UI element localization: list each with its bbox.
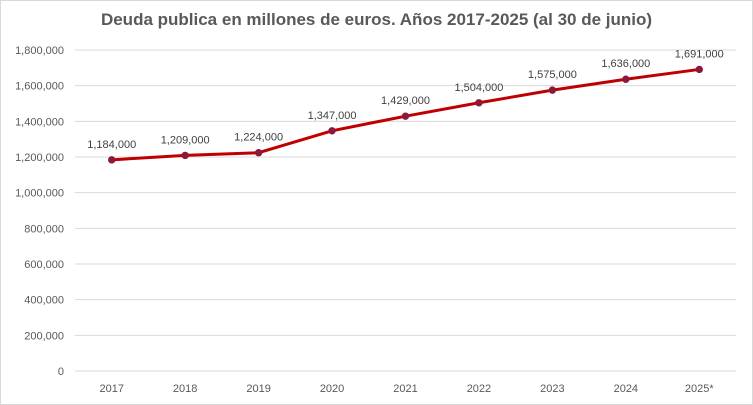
data-label: 1,636,000 [601, 58, 650, 70]
y-tick-label: 1,000,000 [15, 188, 64, 200]
data-point [475, 99, 483, 107]
x-axis-ticks: 2017 2018 2019 2020 2021 2022 2023 2024 2025* [99, 383, 714, 395]
chart-title: Deuda publica en millones de euros. Años… [100, 10, 653, 29]
data-label: 1,224,000 [234, 132, 283, 144]
data-labels: 1,184,000 1,209,000 1,224,000 1,347,000 1,42… [87, 48, 723, 150]
y-tick-label: 1,600,000 [15, 81, 64, 93]
y-tick-label: 200,000 [24, 330, 64, 342]
x-tick-label: 2023 [540, 383, 564, 395]
y-tick-label: 400,000 [24, 295, 64, 307]
data-point [695, 65, 703, 74]
x-tick-label: 2020 [320, 383, 344, 395]
x-tick-label: 2024 [614, 383, 638, 395]
x-tick-label: 2022 [467, 383, 491, 395]
data-label: 1,347,000 [308, 110, 357, 122]
y-tick-label: 600,000 [24, 259, 64, 271]
x-tick-label: 2018 [173, 383, 197, 395]
data-label: 1,209,000 [161, 134, 210, 146]
x-tick-label: 2017 [99, 383, 123, 395]
data-label: 1,504,000 [454, 82, 503, 94]
gridlines [75, 49, 736, 372]
y-tick-label: 0 [58, 366, 64, 378]
y-tick-label: 1,400,000 [15, 116, 64, 128]
data-point [328, 127, 336, 135]
data-point [181, 151, 189, 160]
data-point [108, 156, 116, 164]
series-group [108, 65, 703, 164]
y-tick-label: 1,200,000 [15, 152, 64, 164]
y-axis-ticks: 0 200,000 400,000 600,000 800,000 1,000,000 1,… [15, 45, 64, 378]
data-label: 1,575,000 [528, 69, 577, 81]
data-point [254, 149, 263, 157]
data-label: 1,184,000 [87, 139, 136, 151]
x-tick-label: 2025* [685, 383, 714, 395]
data-point [401, 112, 410, 120]
data-point [622, 75, 630, 83]
data-point [548, 86, 557, 94]
x-tick-label: 2019 [246, 383, 270, 395]
x-tick-label: 2021 [393, 383, 417, 395]
y-tick-label: 1,800,000 [15, 45, 64, 57]
data-label: 1,429,000 [381, 95, 430, 107]
y-tick-label: 800,000 [24, 223, 64, 235]
data-label: 1,691,000 [675, 48, 724, 60]
